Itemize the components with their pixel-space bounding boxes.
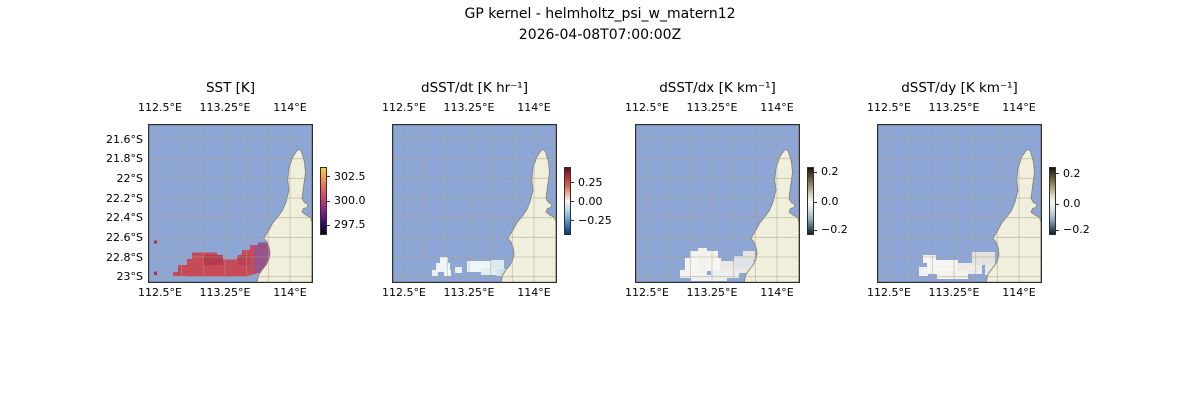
panel-dsst-dy: dSST/dy [K km⁻¹] 112.5°E 113.25°E 114°E … [867, 0, 1090, 330]
y-tick-label: 22°S [116, 172, 143, 185]
panel-dsst-dt: dSST/dt [K hr⁻¹] 112.5°E 113.25°E 114°E … [382, 0, 612, 330]
panel-title: dSST/dx [K km⁻¹] [659, 80, 776, 96]
colorbar-tick-mark [814, 201, 817, 203]
colorbar-tick-mark [571, 220, 574, 222]
colorbar-tick-label: 0.0 [1063, 197, 1081, 211]
panel-title: SST [K] [205, 80, 256, 96]
colorbar-tick-label: −0.25 [578, 213, 612, 227]
panel-title: dSST/dt [K hr⁻¹] [421, 80, 528, 96]
x-axis-top: 112.5°E 113.25°E 114°E [138, 101, 313, 115]
colorbar-tick-label: −0.2 [821, 223, 848, 237]
panel-title: dSST/dy [K km⁻¹] [901, 80, 1018, 96]
x-axis-bottom: 112.5°E 113.25°E 114°E [625, 286, 800, 300]
colorbar-tick-mark [571, 201, 574, 203]
colorbar-dsst-dx: 0.2 0.0 −0.2 [807, 165, 869, 237]
x-tick-label: 113.25°E [443, 101, 495, 114]
x-tick-label: 114°E [760, 286, 794, 299]
colorbar-gradient [564, 167, 571, 235]
x-tick-label: 113.25°E [928, 286, 980, 299]
x-tick-label: 113.25°E [928, 101, 980, 114]
colorbar-sst: 302.5 300.0 297.5 [320, 167, 382, 235]
figure-timestamp: 2026-04-08T07:00:00Z [518, 27, 682, 43]
colorbar-tick-label: 0.00 [578, 194, 603, 208]
x-tick-label: 113.25°E [199, 286, 251, 299]
x-tick-label: 112.5°E [867, 101, 911, 114]
x-tick-label: 114°E [760, 101, 794, 114]
x-tick-label: 114°E [1002, 101, 1036, 114]
x-tick-label: 114°E [273, 286, 307, 299]
x-tick-label: 114°E [1002, 286, 1036, 299]
colorbar-tick-mark [571, 182, 574, 184]
x-axis-top: 112.5°E 113.25°E 114°E [625, 101, 800, 115]
y-tick-label: 21.6°S [106, 132, 143, 146]
x-axis-bottom: 112.5°E 113.25°E 114°E [382, 286, 557, 300]
x-tick-label: 112.5°E [138, 101, 182, 114]
colorbar-tick-label: 0.2 [1063, 167, 1081, 181]
colorbar-tick-label: 302.5 [334, 169, 366, 183]
map-dsst-dy [877, 124, 1042, 283]
x-axis-bottom: 112.5°E 113.25°E 114°E [867, 286, 1042, 300]
y-tick-label: 22.2°S [106, 191, 143, 205]
map-dsst-dx [635, 124, 800, 283]
x-tick-label: 113.25°E [443, 286, 495, 299]
colorbar-tick-label: 0.25 [578, 175, 603, 189]
x-axis-top: 112.5°E 113.25°E 114°E [382, 101, 557, 115]
colorbar-tick-mark [814, 171, 817, 173]
x-tick-label: 114°E [517, 286, 551, 299]
x-tick-label: 114°E [517, 101, 551, 114]
x-tick-label: 112.5°E [382, 101, 426, 114]
colorbar-gradient [807, 167, 814, 235]
panel-sst: SST [K] 112.5°E 113.25°E 114°E 112.5°E 1… [138, 0, 365, 330]
x-tick-label: 112.5°E [138, 286, 182, 299]
colorbar-tick-label: 0.2 [821, 165, 839, 179]
y-tick-label: 22.8°S [106, 250, 143, 264]
colorbar-tick-label: 297.5 [334, 218, 366, 232]
colorbar-dsst-dt: 0.25 0.00 −0.25 [564, 167, 626, 235]
colorbar-dsst-dy: 0.2 0.0 −0.2 [1049, 167, 1111, 237]
colorbar-tick-mark [1056, 173, 1059, 175]
y-tick-label: 22.4°S [106, 211, 143, 224]
map-dsst-dt [392, 124, 557, 283]
colorbar-tick-label: 0.0 [821, 195, 839, 209]
colorbar-tick-mark [1056, 229, 1059, 231]
y-tick-label: 23°S [116, 270, 143, 283]
colorbar-tick-label: −0.2 [1063, 223, 1090, 237]
x-tick-label: 113.25°E [199, 101, 251, 114]
colorbar-gradient [320, 167, 327, 235]
figure-title: GP kernel - helmholtz_psi_w_matern12 [464, 6, 736, 22]
y-axis-labels: 21.6°S 21.8°S 22°S 22.2°S 22.4°S 22.6°S … [63, 0, 143, 300]
x-tick-label: 113.25°E [686, 101, 738, 114]
x-tick-label: 113.25°E [686, 286, 738, 299]
map-sst [148, 124, 313, 283]
colorbar-gradient [1049, 167, 1056, 235]
y-tick-label: 21.8°S [106, 152, 143, 165]
colorbar-tick-mark [1056, 203, 1059, 205]
colorbar-tick-label: 300.0 [334, 194, 366, 208]
colorbar-tick-mark [814, 229, 817, 231]
colorbar-tick-mark [327, 200, 330, 202]
x-axis-bottom: 112.5°E 113.25°E 114°E [138, 286, 313, 300]
x-tick-label: 112.5°E [867, 286, 911, 299]
x-axis-top: 112.5°E 113.25°E 114°E [867, 101, 1042, 115]
x-tick-label: 112.5°E [625, 101, 669, 114]
panel-dsst-dx: dSST/dx [K km⁻¹] 112.5°E 113.25°E 114°E … [625, 0, 848, 330]
colorbar-tick-mark [327, 176, 330, 178]
x-tick-label: 112.5°E [382, 286, 426, 299]
x-tick-label: 114°E [273, 101, 307, 114]
colorbar-tick-mark [327, 224, 330, 226]
y-tick-label: 22.6°S [106, 231, 143, 244]
x-tick-label: 112.5°E [625, 286, 669, 299]
